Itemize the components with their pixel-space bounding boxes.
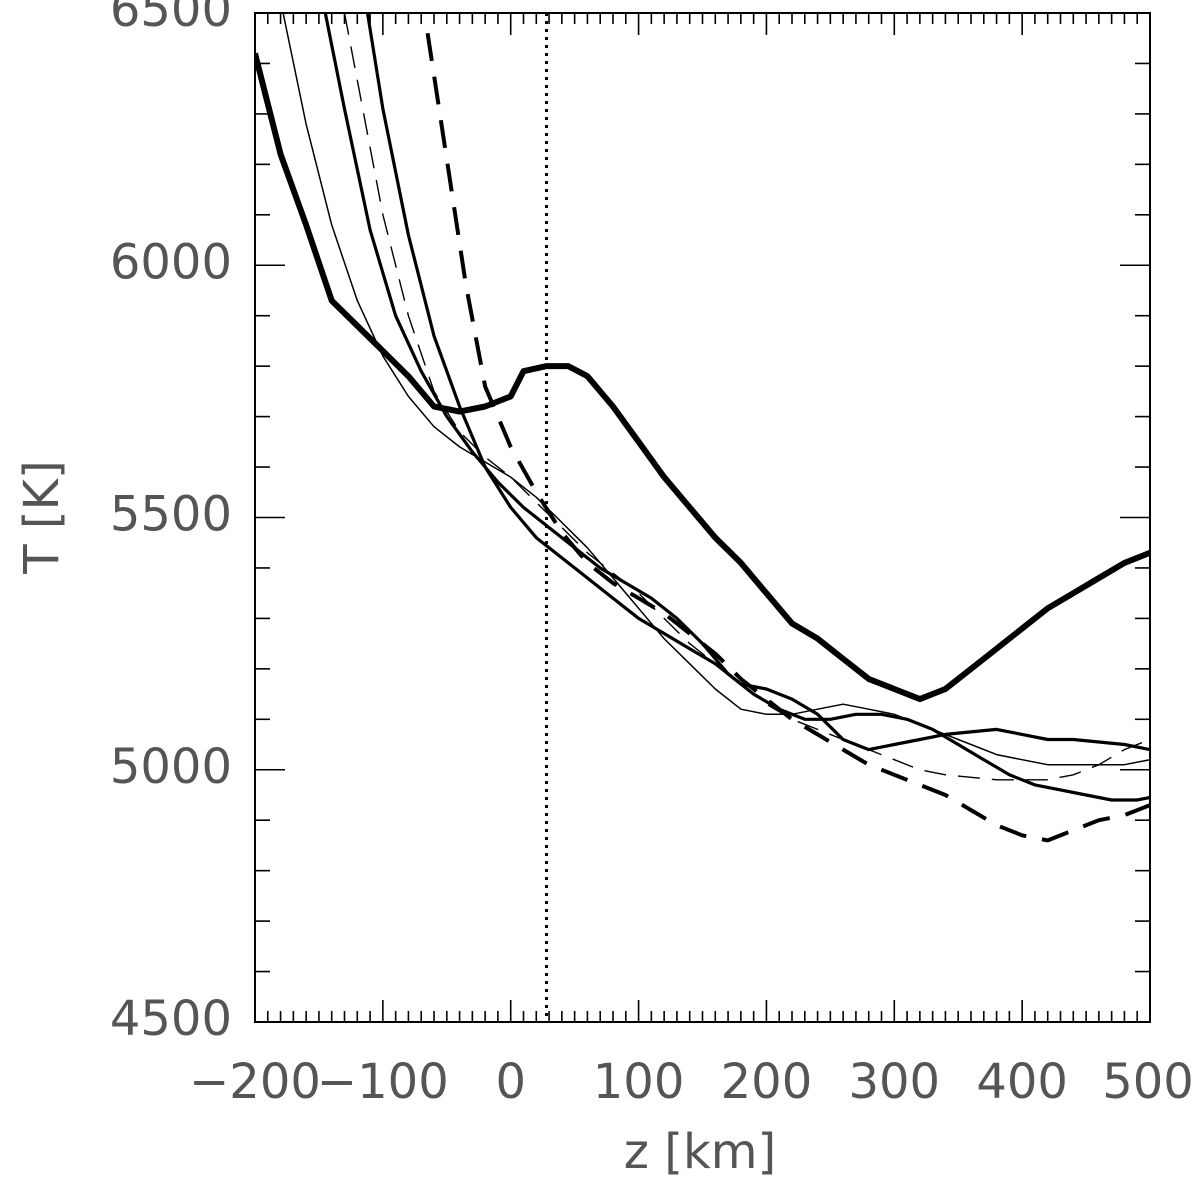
- plot-frame: [254, 12, 1151, 1023]
- series-line-4: [282, 13, 1150, 766]
- x-axis-title: z [km]: [624, 1124, 776, 1180]
- axis-ticks: [254, 12, 1151, 1023]
- y-tick-label: 6500: [110, 0, 232, 38]
- x-tick-label: 300: [848, 1054, 940, 1110]
- x-tick-label: 500: [1102, 1054, 1194, 1110]
- y-tick-label: 5000: [110, 739, 232, 795]
- y-axis-title: T [K]: [14, 460, 70, 575]
- x-tick-label: 200: [721, 1054, 813, 1110]
- series-line-5: [343, 13, 1150, 781]
- series-line-1: [255, 52, 1150, 703]
- x-tick-label: −100: [317, 1054, 449, 1110]
- x-tick-label: −200: [189, 1054, 321, 1110]
- y-tick-label: 4500: [110, 991, 232, 1047]
- x-tick-label: 100: [593, 1054, 685, 1110]
- y-tick-label: 6000: [110, 234, 232, 290]
- series-line-6: [425, 32, 1150, 843]
- y-tick-label: 5500: [110, 487, 232, 543]
- x-tick-label: 400: [976, 1054, 1068, 1110]
- x-tick-label: 0: [495, 1054, 526, 1110]
- tick-labels: −200−100 0 100 200 300 400 500 4500 5000 5500 6000…: [110, 0, 1194, 1110]
- series-line-3: [323, 13, 1150, 802]
- curves: [255, 13, 1150, 843]
